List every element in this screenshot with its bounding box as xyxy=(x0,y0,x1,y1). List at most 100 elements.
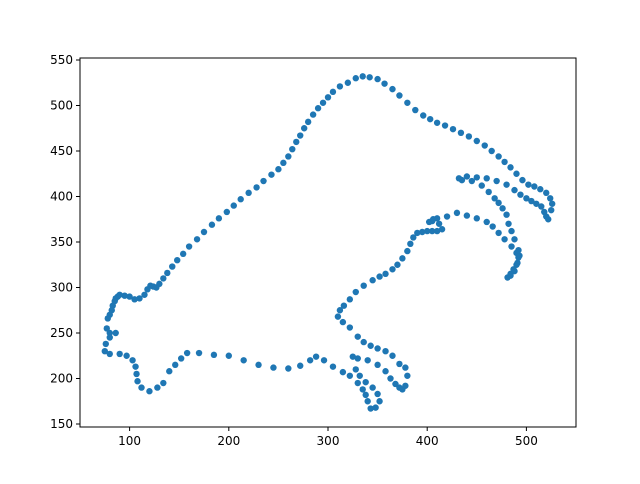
point xyxy=(146,388,153,395)
point xyxy=(160,379,167,387)
point xyxy=(225,352,232,359)
point xyxy=(297,362,304,369)
point xyxy=(300,125,308,132)
point xyxy=(362,391,369,399)
point xyxy=(123,352,130,359)
point xyxy=(320,357,328,364)
point xyxy=(329,88,337,96)
point xyxy=(399,255,406,262)
point xyxy=(369,277,376,284)
point xyxy=(366,74,373,81)
point xyxy=(245,189,252,197)
point xyxy=(364,398,371,405)
x-tick-label: 400 xyxy=(416,434,439,448)
point xyxy=(433,227,441,235)
point xyxy=(543,189,550,197)
point xyxy=(183,349,191,357)
point xyxy=(510,266,517,273)
point xyxy=(129,357,136,364)
point xyxy=(138,384,145,391)
plot-frame xyxy=(79,57,577,428)
point xyxy=(372,404,379,411)
y-tick-label: 250 xyxy=(50,326,73,340)
point xyxy=(336,307,344,314)
y-tick-label: 500 xyxy=(50,99,73,113)
point xyxy=(426,115,434,123)
point xyxy=(352,288,359,296)
point xyxy=(407,240,414,248)
point xyxy=(144,286,151,293)
point xyxy=(463,212,471,219)
point xyxy=(382,270,389,278)
x-tick-label: 100 xyxy=(118,434,141,448)
point xyxy=(329,363,337,370)
y-tick-label: 550 xyxy=(50,53,73,67)
point xyxy=(523,195,530,202)
point xyxy=(402,364,409,371)
point xyxy=(174,256,181,264)
point xyxy=(382,368,389,375)
x-tick-label: 300 xyxy=(317,434,340,448)
point xyxy=(275,166,282,173)
point xyxy=(515,246,522,254)
point xyxy=(285,365,292,372)
point xyxy=(374,361,381,369)
point xyxy=(419,228,426,236)
point xyxy=(376,398,383,405)
point xyxy=(511,236,518,243)
point xyxy=(396,92,403,99)
point xyxy=(493,177,500,185)
point xyxy=(324,94,332,101)
point xyxy=(106,350,113,358)
point xyxy=(438,226,446,233)
point xyxy=(314,105,322,112)
point xyxy=(435,220,443,227)
point xyxy=(465,133,473,140)
point xyxy=(354,379,361,387)
point xyxy=(340,302,348,309)
point xyxy=(364,357,371,364)
point xyxy=(485,188,492,196)
x-tick-label: 200 xyxy=(217,434,240,448)
point xyxy=(346,296,354,303)
point xyxy=(160,275,167,282)
point xyxy=(495,153,502,160)
point xyxy=(511,186,518,194)
point xyxy=(519,176,526,184)
point xyxy=(483,218,490,226)
point xyxy=(382,347,389,355)
point xyxy=(489,223,496,230)
point xyxy=(488,147,495,155)
point xyxy=(468,177,476,185)
point xyxy=(339,318,347,326)
point xyxy=(270,364,277,371)
point xyxy=(360,338,367,346)
point xyxy=(126,293,133,300)
point xyxy=(441,122,449,129)
y-tick-label: 150 xyxy=(50,417,73,431)
point xyxy=(260,177,267,185)
point xyxy=(280,159,287,167)
point xyxy=(177,355,185,362)
point xyxy=(414,229,421,237)
point xyxy=(478,182,485,189)
point xyxy=(131,296,138,303)
point xyxy=(121,292,128,299)
point xyxy=(538,203,545,210)
point xyxy=(463,173,471,180)
point xyxy=(359,386,366,393)
point xyxy=(499,205,506,212)
point xyxy=(410,234,417,241)
point xyxy=(501,158,508,166)
point xyxy=(424,227,431,235)
point xyxy=(179,250,187,258)
point xyxy=(367,342,374,349)
point xyxy=(537,186,544,193)
point xyxy=(285,153,292,160)
point xyxy=(402,382,409,389)
point xyxy=(116,350,123,358)
point xyxy=(508,227,515,235)
point xyxy=(223,208,231,216)
y-tick-label: 300 xyxy=(50,280,73,294)
point xyxy=(517,191,524,198)
